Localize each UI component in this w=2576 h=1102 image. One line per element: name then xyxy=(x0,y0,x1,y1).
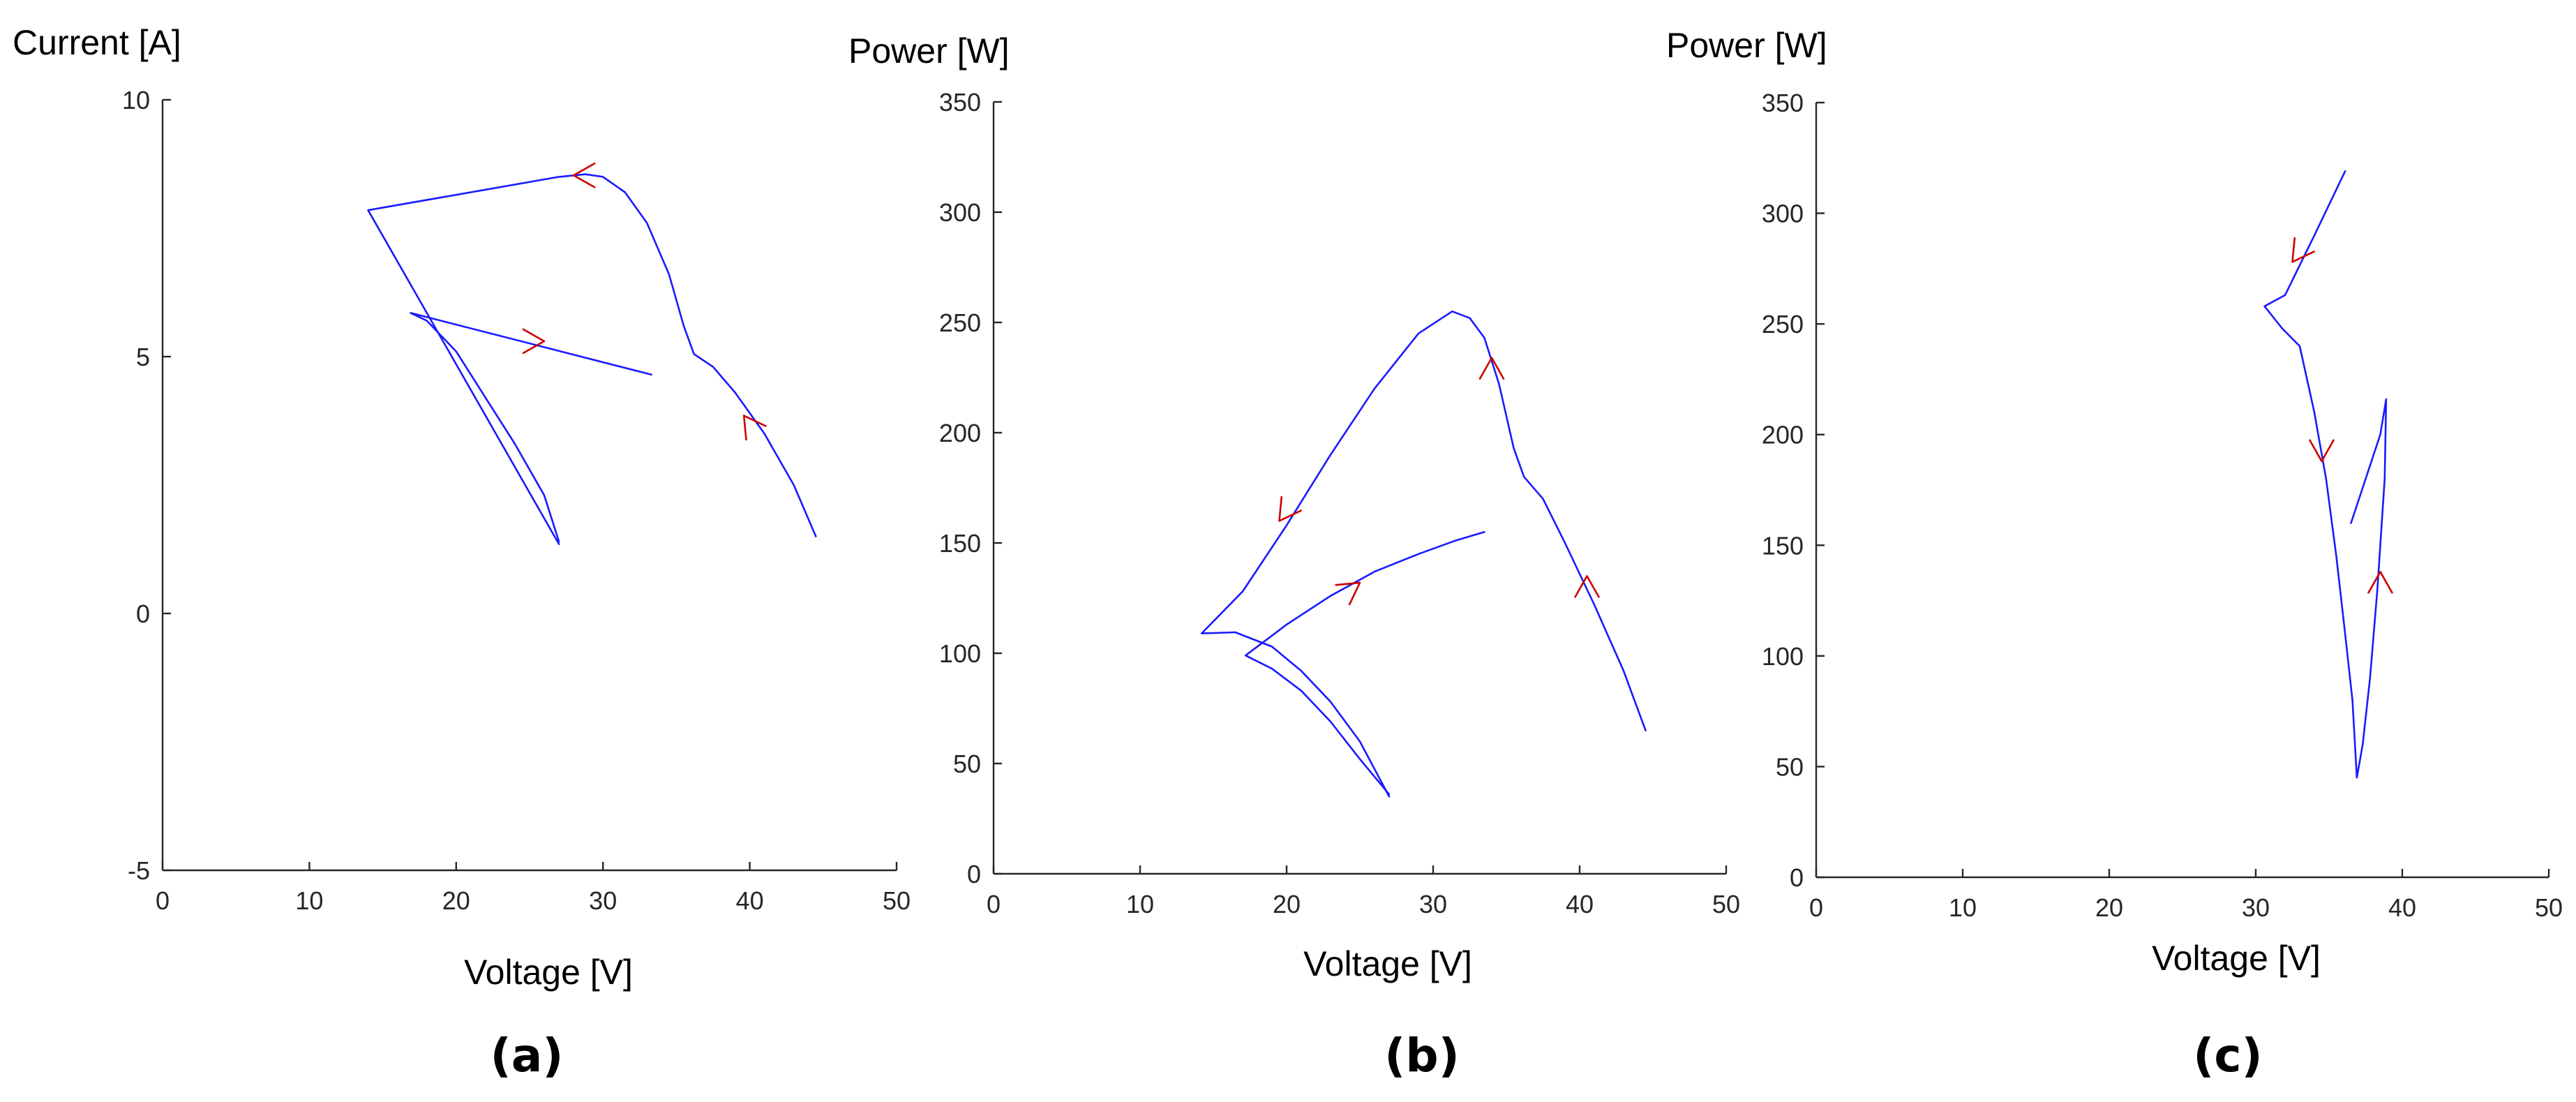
x-tick-label: 10 xyxy=(295,886,323,915)
series-line xyxy=(1200,310,1647,798)
y-tick-label: 350 xyxy=(939,88,981,117)
y-tick-label: 200 xyxy=(939,419,981,447)
y-tick-label: 150 xyxy=(1762,531,1804,560)
direction-arrow-icon xyxy=(742,415,767,441)
panel-b-y-axis-title: Power [W] xyxy=(848,31,1010,70)
x-tick-label: 20 xyxy=(2095,893,2123,922)
panel-b-label: (b) xyxy=(1384,1029,1460,1082)
y-tick-label: 250 xyxy=(939,308,981,337)
y-tick-label: -5 xyxy=(128,856,150,885)
y-tick-label: 5 xyxy=(136,343,150,371)
panel-c-arrows xyxy=(2291,237,2393,594)
x-tick-label: 40 xyxy=(2388,893,2416,922)
panel-b-arrows xyxy=(1278,357,1600,606)
y-tick-label: 0 xyxy=(136,600,150,628)
panel-b-x-axis-title: Voltage [V] xyxy=(1303,944,1472,983)
direction-arrow-icon xyxy=(2291,237,2315,263)
panel-b-curves xyxy=(1200,310,1647,798)
direction-arrow-icon xyxy=(1478,357,1505,380)
chart-panel-b: 0 10 20 30 40 50 0 50 100 150 200 250 300 350 Power [… xyxy=(848,31,1740,1082)
series-line xyxy=(1244,530,1485,796)
x-tick-label: 30 xyxy=(1419,890,1447,918)
y-tick-label: 150 xyxy=(939,529,981,558)
y-tick-label: 50 xyxy=(953,750,981,778)
series-line xyxy=(410,312,652,543)
series-line xyxy=(2263,170,2388,779)
chart-panel-c: 0 10 20 30 40 50 0 50 100 150 200 250 300 350 Power [… xyxy=(1666,26,2563,1082)
y-tick-label: 0 xyxy=(967,860,981,888)
direction-arrow-icon xyxy=(1574,575,1600,598)
x-tick-label: 50 xyxy=(883,886,911,915)
y-tick-label: 100 xyxy=(939,639,981,668)
panel-a-y-axis-title: Current [A] xyxy=(13,23,181,62)
panel-c-x-axis-title: Voltage [V] xyxy=(2152,939,2321,978)
x-tick-label: 10 xyxy=(1126,890,1154,918)
y-tick-label: 200 xyxy=(1762,421,1804,449)
y-tick-label: 300 xyxy=(939,198,981,227)
x-tick-label: 10 xyxy=(1949,893,1977,922)
y-tick-label: 100 xyxy=(1762,642,1804,671)
x-tick-label: 40 xyxy=(1566,890,1594,918)
x-tick-label: 30 xyxy=(2242,893,2270,922)
x-tick-label: 0 xyxy=(987,890,1001,918)
y-tick-label: 300 xyxy=(1762,200,1804,228)
panel-a-curves xyxy=(367,173,817,545)
x-tick-label: 30 xyxy=(589,886,617,915)
direction-arrow-icon xyxy=(522,328,546,355)
y-tick-label: 250 xyxy=(1762,310,1804,338)
panel-c-y-axis-title: Power [W] xyxy=(1666,26,1827,65)
direction-arrow-icon xyxy=(2309,439,2335,463)
panel-a-arrows xyxy=(522,162,767,441)
panel-a-x-axis-title: Voltage [V] xyxy=(464,953,633,992)
direction-arrow-icon xyxy=(1278,496,1302,522)
x-tick-label: 20 xyxy=(1273,890,1301,918)
direction-arrow-icon xyxy=(2367,570,2393,594)
direction-arrow-icon xyxy=(572,162,596,188)
x-tick-label: 50 xyxy=(1712,890,1740,918)
x-tick-label: 50 xyxy=(2535,893,2563,922)
x-tick-label: 40 xyxy=(736,886,764,915)
panel-b-axes: 0 10 20 30 40 50 0 50 100 150 200 250 300 350 xyxy=(939,88,1740,918)
y-tick-label: 350 xyxy=(1762,89,1804,117)
panel-c-curves xyxy=(2263,170,2388,779)
panel-c-axes: 0 10 20 30 40 50 0 50 100 150 200 250 300 350 xyxy=(1762,89,2563,922)
panel-a-label: (a) xyxy=(491,1029,564,1082)
direction-arrow-icon xyxy=(1335,581,1361,606)
x-tick-label: 0 xyxy=(156,886,170,915)
panel-c-label: (c) xyxy=(2193,1029,2262,1082)
x-tick-label: 0 xyxy=(1809,893,1823,922)
y-tick-label: 0 xyxy=(1790,863,1804,892)
y-tick-label: 10 xyxy=(122,86,150,114)
x-tick-label: 20 xyxy=(442,886,470,915)
y-tick-label: 50 xyxy=(1776,752,1804,781)
